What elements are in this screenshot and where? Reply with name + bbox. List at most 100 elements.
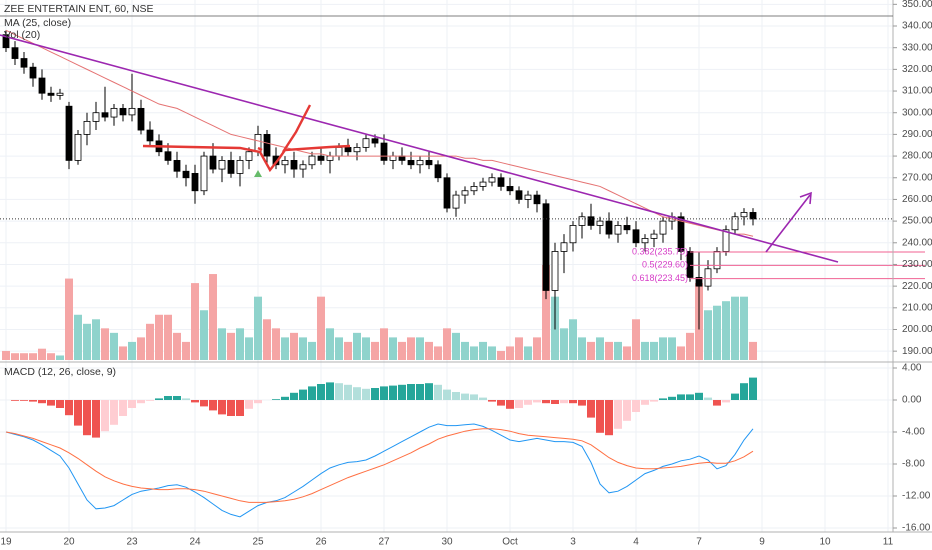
volume-bar [578, 337, 586, 360]
volume-bar [263, 319, 271, 360]
macd-hist-bar [335, 383, 343, 400]
candle-body [569, 225, 577, 244]
candle-body [515, 190, 523, 200]
volume-bar [686, 332, 694, 360]
candle-body [551, 251, 559, 291]
candle-body [371, 138, 379, 144]
macd-hist-bar [506, 400, 514, 409]
candle-body [686, 251, 694, 278]
volume-bar [119, 346, 127, 360]
macd-hist-bar [209, 400, 217, 411]
arrow [765, 194, 811, 253]
candle-body [209, 155, 217, 170]
y-tick-label: 200.00 [902, 324, 932, 335]
macd-hist-bar [362, 388, 370, 400]
fib-label: 0.618(223.45) [632, 273, 688, 283]
macd-hist-bar [20, 400, 28, 401]
macd-hist-bar [614, 400, 622, 429]
volume-bar [173, 332, 181, 360]
candle-body [425, 160, 433, 166]
volume-bar [146, 323, 154, 360]
macd-hist-bar [659, 398, 667, 400]
volume-bar [110, 332, 118, 360]
candle-body [83, 120, 91, 135]
x-tick-label: 7 [696, 537, 702, 548]
macd-hist-bar [101, 400, 109, 432]
volume-bar [740, 296, 748, 360]
volume-bar [101, 328, 109, 360]
macd-hist-bar [704, 397, 712, 400]
candle-body [344, 147, 352, 153]
volume-bar [677, 346, 685, 360]
candle-body [380, 142, 388, 161]
y-tick-label: 240.00 [902, 237, 932, 248]
y-tick-label: 220.00 [902, 281, 932, 292]
x-tick-label: 25 [252, 537, 264, 548]
volume-bar [281, 337, 289, 360]
candle-body [740, 212, 748, 218]
candle-body [704, 268, 712, 287]
macd-hist-bar [56, 400, 64, 408]
volume-bar [353, 332, 361, 360]
macd-hist-bar [353, 387, 361, 400]
candle-body [326, 155, 334, 161]
macd-tick-label: -4.00 [902, 427, 925, 438]
macd-hist-bar [479, 397, 487, 400]
macd-hist-bar [191, 400, 199, 403]
candle-body [164, 151, 172, 161]
volume-bar [650, 341, 658, 360]
macd-hist-bar [488, 400, 496, 402]
candle-body [20, 58, 28, 68]
macd-hist-bar [695, 392, 703, 400]
candle-body [605, 220, 613, 235]
macd-hist-bar [515, 400, 523, 408]
macd-hist-bar [317, 384, 325, 400]
volume-bar [65, 278, 73, 360]
volume-bar [569, 319, 577, 360]
volume-bar [155, 314, 163, 360]
macd-hist-bar [587, 400, 595, 418]
macd-hist-bar [254, 400, 262, 404]
candle-body [398, 155, 406, 161]
price-pane: 0.382(235.75) 0.5(229.60) 0.618(223.45) [0, 29, 925, 330]
candle-body [74, 133, 82, 161]
candle-body [533, 194, 541, 205]
volume-bar [542, 265, 550, 360]
volume-bar [137, 337, 145, 360]
macd-hist-bar [47, 400, 55, 406]
volume-pane [2, 265, 757, 360]
volume-bar [668, 337, 676, 360]
candle-body [452, 194, 460, 209]
candle-body [335, 147, 343, 157]
macd-hist-bar [686, 394, 694, 400]
y-tick-label: 280.00 [902, 151, 932, 162]
macd-hist-bar [542, 400, 550, 404]
x-tick-label: 24 [189, 537, 201, 548]
candle-body [632, 229, 640, 244]
y-tick-label: 290.00 [902, 129, 932, 140]
candle-body [146, 129, 154, 142]
volume-bar [443, 328, 451, 360]
x-tick-label: 11 [883, 537, 894, 548]
candle-body [623, 225, 631, 231]
macd-hist-bar [380, 386, 388, 400]
signal-line [5, 428, 754, 503]
candle-body [434, 164, 442, 179]
macd-hist-bar [344, 384, 352, 400]
macd-hist-bar [227, 400, 235, 416]
macd-hist-bar [452, 392, 460, 400]
volume-bar [515, 337, 523, 360]
y-tick-label: 300.00 [902, 107, 932, 118]
volume-bar [659, 337, 667, 360]
macd-hist-bar [533, 400, 541, 403]
x-tick-label: Oct [502, 537, 518, 548]
y-tick-label: 310.00 [902, 86, 932, 97]
macd-hist-bar [200, 400, 208, 407]
macd-hist-bar [443, 389, 451, 400]
x-tick-label: 30 [441, 537, 453, 548]
volume-bar [308, 341, 316, 360]
macd-hist-bar [668, 396, 676, 400]
candle-body [659, 220, 667, 235]
macd-hist-bar [740, 383, 748, 400]
